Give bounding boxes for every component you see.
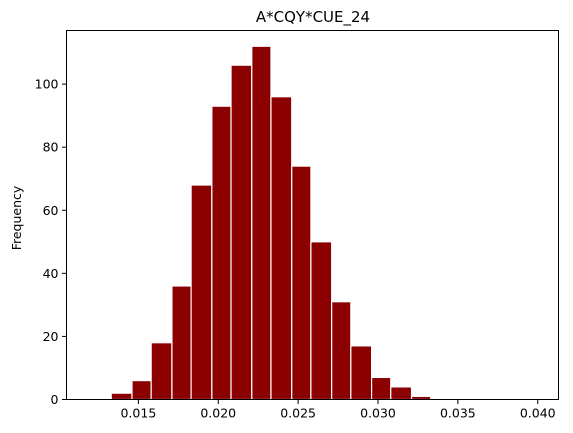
x-tick-label: 0.040 [520, 406, 556, 421]
x-axis-ticks: 0.015 0.020 0.025 0.030 0.035 0.040 [120, 399, 556, 421]
histogram-bar [251, 45, 272, 401]
x-tick-label: 0.030 [360, 406, 396, 421]
histogram-bar [171, 285, 192, 401]
histogram-bar [190, 184, 213, 401]
histogram-bar [131, 379, 152, 401]
histogram-bar [310, 241, 333, 401]
histogram-bar [350, 345, 373, 401]
histogram-bar [371, 376, 392, 401]
histogram-bar [331, 301, 352, 401]
x-tick-label: 0.025 [280, 406, 316, 421]
bars-group [110, 45, 432, 401]
y-tick-label: 40 [43, 266, 59, 281]
chart-title: A*CQY*CUE_24 [256, 8, 370, 27]
y-axis-ticks: 0 20 40 60 80 100 [35, 77, 67, 407]
x-tick-label: 0.015 [120, 406, 156, 421]
x-tick-label: 0.020 [200, 406, 236, 421]
histogram-bar [390, 386, 413, 401]
histogram-bar [270, 96, 293, 401]
histogram-bar [150, 342, 173, 401]
y-tick-label: 60 [43, 203, 59, 218]
y-tick-label: 80 [43, 140, 59, 155]
histogram-bar [291, 165, 312, 401]
x-tick-label: 0.035 [440, 406, 476, 421]
y-tick-label: 20 [43, 329, 59, 344]
y-tick-label: 100 [35, 77, 59, 92]
histogram-bar [230, 64, 253, 401]
y-axis-label: Frequency [9, 185, 24, 250]
histogram-bar [211, 105, 232, 401]
y-tick-label: 0 [51, 392, 59, 407]
plot-frame [66, 30, 559, 400]
histogram-bar [110, 392, 133, 401]
